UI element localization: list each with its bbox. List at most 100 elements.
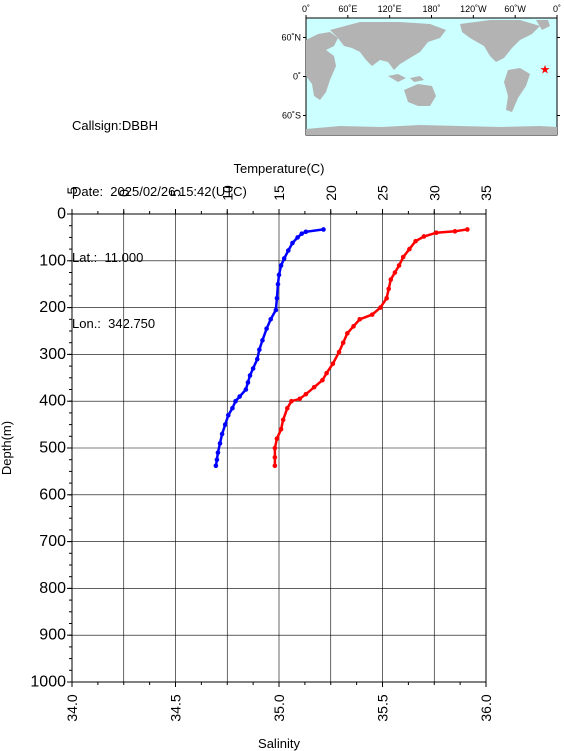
temperature-data-point [273, 307, 279, 313]
map-lon-label: 0˚ [302, 4, 310, 14]
map-lon-label: 0˚ [553, 4, 561, 14]
greenland-shape [536, 20, 550, 30]
temperature-tick-label: 0 [116, 189, 132, 197]
temperature-tick-label: -5 [64, 187, 80, 200]
temperature-data-point [303, 229, 309, 235]
depth-tick-label: 0 [57, 206, 66, 223]
salinity-data-point [392, 270, 398, 275]
map-lat-label: 60˚N [281, 33, 301, 43]
salinity-data-point [396, 263, 402, 268]
map-lat-label: 60˚S [282, 111, 301, 121]
depth-tick-labels: 0 100 200 300 400 500 600 700 800 900 1000 [30, 206, 66, 691]
series-layer [213, 227, 470, 469]
temperature-data-point [245, 380, 251, 385]
depth-tick-label: 700 [39, 533, 66, 550]
grid-lines [72, 214, 486, 682]
salinity-data-point [284, 405, 290, 411]
temperature-series [213, 227, 326, 469]
temperature-data-point [290, 240, 295, 246]
salinity-data-point [452, 229, 458, 234]
temperature-profile-line [214, 228, 324, 467]
map-lon-label: 120˚E [378, 4, 402, 14]
africa-shape [306, 32, 338, 100]
salinity-data-point [421, 234, 427, 239]
callsign-text: Callsign:DBBH [72, 118, 158, 133]
temperature-data-point [219, 431, 225, 437]
temperature-tick-label: 25 [375, 185, 391, 201]
salinity-data-point [340, 340, 346, 346]
salinity-tick-label: 34.0 [64, 694, 80, 721]
station-info: Callsign:DBBH Date: 2025/02/26 15:42(UTC… [72, 71, 247, 357]
depth-tick-label: 200 [39, 299, 66, 316]
temperature-data-point [225, 412, 231, 418]
temperature-data-point [295, 235, 300, 240]
salinity-data-point [330, 361, 336, 367]
salinity-tick-label: 35.0 [271, 694, 287, 721]
north-america-shape [460, 20, 540, 62]
salinity-data-point [272, 455, 278, 460]
world-map: 0˚ 60˚E 120˚E 180˚ 120˚W 60˚W 0˚ 60˚N 0˚ 60˚S ★ [281, 4, 561, 136]
lon-text: Lon.: 342.750 [72, 316, 156, 331]
temperature-data-point [299, 231, 305, 236]
axis-ticks [67, 209, 487, 687]
salinity-data-point [434, 230, 439, 236]
depth-axis-title: Depth(m) [0, 421, 14, 475]
temperature-data-point [321, 227, 326, 232]
temperature-axis-title: Temperature(C) [233, 161, 324, 176]
salinity-data-point [278, 426, 284, 432]
salinity-data-point [303, 391, 309, 397]
salinity-axis-title: Salinity [258, 736, 300, 751]
salinity-data-point [351, 324, 356, 329]
temperature-tick-label: 35 [478, 185, 494, 201]
map-land [306, 20, 557, 135]
depth-tick-label: 900 [39, 627, 66, 644]
temperature-data-point [274, 295, 280, 301]
temperature-tick-label: 15 [271, 185, 287, 201]
salinity-data-point [311, 384, 317, 390]
temperature-data-point [254, 356, 260, 362]
temperature-data-point [281, 256, 287, 261]
station-marker: ★ [540, 62, 551, 76]
salinity-data-point [336, 349, 342, 355]
australia-shape [404, 84, 436, 106]
salinity-data-point [274, 436, 280, 441]
depth-tick-label: 500 [39, 440, 66, 457]
salinity-profile-line [273, 228, 468, 466]
map-lon-label: 120˚W [460, 4, 487, 14]
salinity-data-point [378, 305, 383, 310]
temperature-data-point [237, 394, 242, 399]
salinity-data-point [388, 277, 394, 282]
salinity-data-point [289, 398, 294, 404]
depth-tick-label: 100 [39, 252, 66, 269]
salinity-tick-label: 34.5 [168, 694, 184, 721]
salinity-data-point [272, 463, 278, 469]
temperature-data-point [247, 373, 253, 378]
depth-tick-label: 400 [39, 393, 66, 410]
temperature-data-point [233, 398, 238, 404]
temperature-data-point [286, 248, 291, 253]
depth-tick-label: 600 [39, 486, 66, 503]
date-text: Date: 2025/02/26 15:42(UTC) [72, 184, 247, 199]
temperature-data-point [214, 457, 220, 463]
antarctica-shape [306, 125, 557, 135]
salinity-tick-labels: 34.0 34.5 35.0 35.5 36.0 [64, 694, 494, 721]
temperature-data-point [264, 326, 269, 331]
map-lat-label: 0˚ [293, 72, 301, 82]
depth-tick-label: 300 [39, 346, 66, 363]
salinity-data-point [345, 331, 350, 336]
temperature-tick-label: 10 [219, 185, 235, 201]
salinity-tick-label: 36.0 [478, 694, 494, 721]
indonesia-shape [388, 74, 424, 82]
temperature-data-point [243, 387, 249, 392]
salinity-series [272, 227, 470, 469]
temperature-data-point [276, 272, 282, 278]
temperature-data-point [275, 281, 281, 287]
salinity-data-point [324, 370, 329, 376]
temperature-tick-labels: -5 0 5 10 15 20 25 30 35 [64, 185, 494, 201]
asia-shape [330, 22, 446, 70]
temperature-tick-label: 5 [168, 189, 184, 197]
salinity-data-point [369, 312, 375, 317]
map-lon-label: 180˚ [422, 4, 440, 14]
salinity-data-point [384, 295, 389, 301]
depth-tick-label: 800 [39, 580, 66, 597]
